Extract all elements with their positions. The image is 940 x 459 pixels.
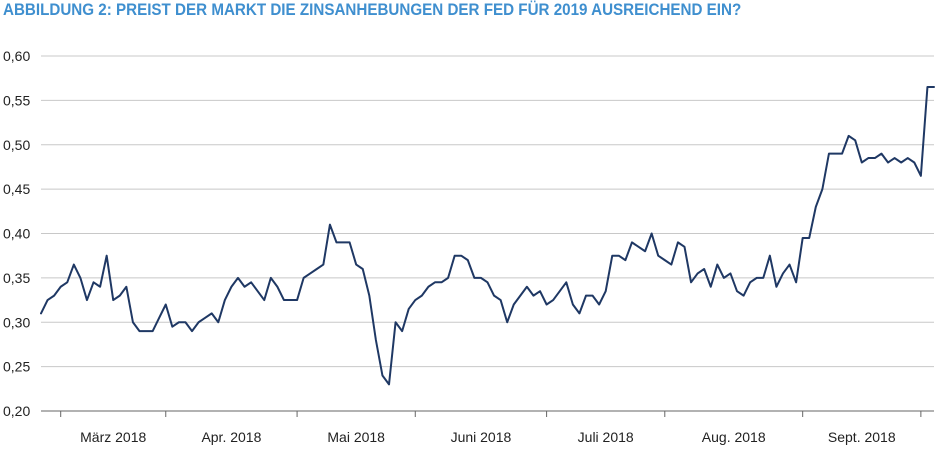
y-tick-label: 0,35 bbox=[3, 270, 30, 286]
x-tick-label: Juli 2018 bbox=[578, 429, 634, 445]
y-tick-label: 0,20 bbox=[3, 403, 30, 419]
x-tick-label: Aug. 2018 bbox=[702, 429, 766, 445]
x-tick-label: Mai 2018 bbox=[327, 429, 385, 445]
x-tick-label: März 2018 bbox=[80, 429, 146, 445]
series-layer bbox=[40, 86, 935, 386]
y-axis-ticks: 0,20 0,25 0,30 0,35 0,40 0,45 0,50 0,55 0,60 bbox=[3, 48, 30, 419]
y-tick-label: 0,25 bbox=[3, 359, 30, 375]
x-tick-label: Apr. 2018 bbox=[201, 429, 261, 445]
y-tick-label: 0,55 bbox=[3, 92, 30, 108]
y-tick-label: 0,40 bbox=[3, 226, 30, 242]
y-tick-label: 0,30 bbox=[3, 314, 30, 330]
y-tick-label: 0,60 bbox=[3, 48, 30, 64]
y-tick-label: 0,45 bbox=[3, 181, 30, 197]
y-tick-label: 0,50 bbox=[3, 137, 30, 153]
x-tick-label: Juni 2018 bbox=[451, 429, 512, 445]
gridlines bbox=[41, 55, 934, 368]
chart-title: ABBILDUNG 2: PREIST DER MARKT DIE ZINSAN… bbox=[3, 1, 742, 19]
x-tick-label: Sept. 2018 bbox=[828, 429, 896, 445]
x-axis: März 2018 Apr. 2018 Mai 2018 Juni 2018 Juli … bbox=[41, 410, 934, 445]
series-line bbox=[40, 86, 935, 386]
